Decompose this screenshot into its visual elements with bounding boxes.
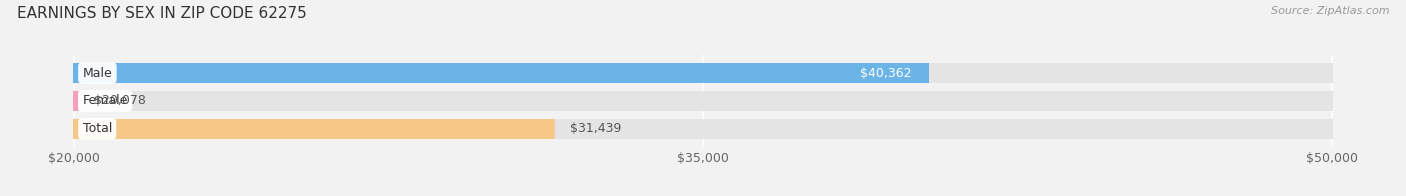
Bar	[75, 119, 554, 139]
Text: $20,078: $20,078	[94, 94, 146, 107]
Text: Male: Male	[83, 66, 112, 80]
Bar	[75, 63, 1331, 83]
Text: $40,362: $40,362	[859, 66, 911, 80]
Bar	[75, 119, 1331, 139]
Bar	[75, 63, 928, 83]
Text: $31,439: $31,439	[571, 122, 621, 135]
Text: Total: Total	[83, 122, 112, 135]
Text: Source: ZipAtlas.com: Source: ZipAtlas.com	[1271, 6, 1389, 16]
Bar	[75, 91, 1331, 111]
Text: EARNINGS BY SEX IN ZIP CODE 62275: EARNINGS BY SEX IN ZIP CODE 62275	[17, 6, 307, 21]
Bar	[75, 91, 77, 111]
Text: Female: Female	[83, 94, 128, 107]
